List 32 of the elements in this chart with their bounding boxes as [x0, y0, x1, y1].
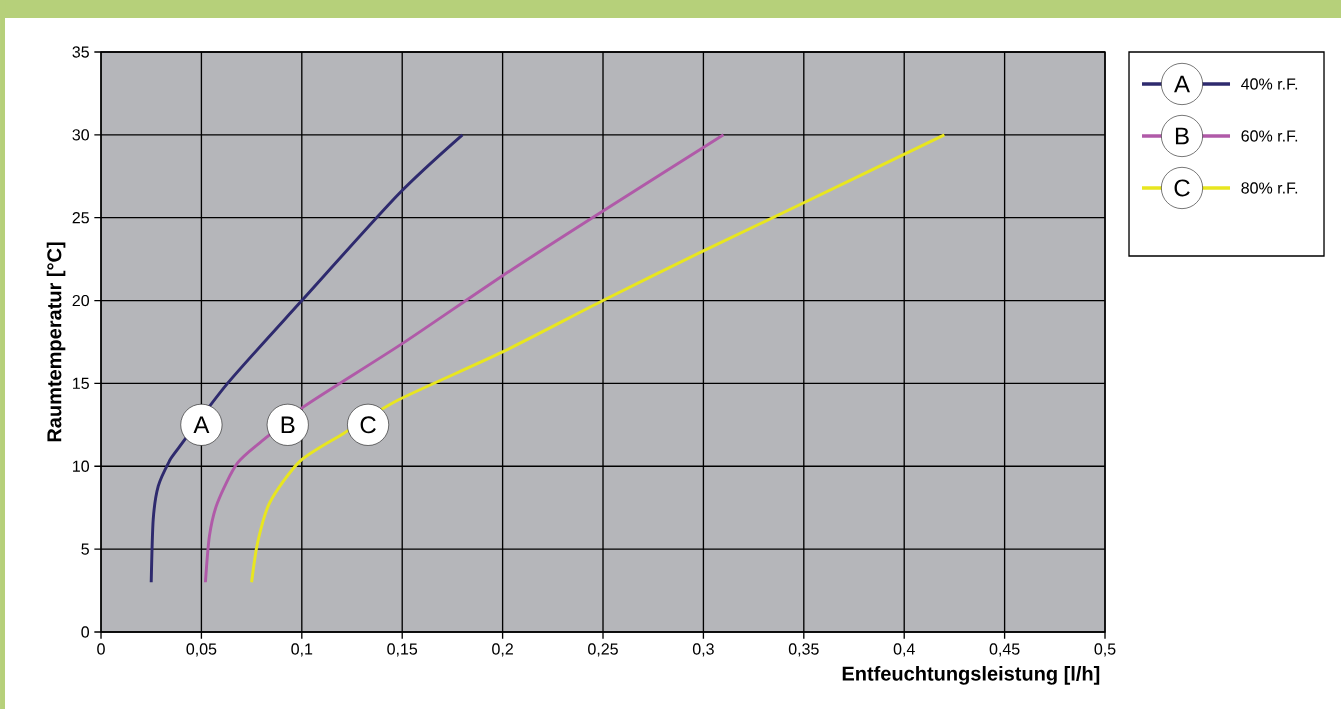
x-axis-title: Entfeuchtungsleistung [l/h] [842, 666, 1100, 685]
annotation: A [193, 416, 210, 434]
y-tick-label: 25 [72, 212, 89, 224]
text: B [1175, 127, 1189, 145]
x-tick-label: 0,5 [1094, 643, 1116, 657]
x-tick-label: 0,35 [788, 643, 819, 657]
y-tick-label: 5 [81, 543, 89, 555]
text: 60% r.F. [1241, 130, 1298, 142]
x-tick-label: 0,25 [588, 643, 618, 657]
x-tick-label: 0,3 [692, 643, 714, 657]
x-tick-label: 0,05 [186, 643, 217, 657]
line-series [149, 133, 464, 584]
annotation: C [360, 416, 376, 434]
y-tick-label: 30 [72, 129, 90, 141]
x-tick-label: 0,1 [291, 643, 313, 657]
y-tick-label: 15 [73, 377, 89, 389]
text: C [1174, 179, 1190, 197]
y-tick-label: 10 [73, 460, 90, 472]
x-tick-label: 0 [97, 643, 105, 655]
text: 40% r.F. [1241, 78, 1298, 90]
y-tick-label: 0 [81, 626, 90, 638]
y-tick-label: 35 [72, 46, 89, 58]
line-series [250, 133, 946, 584]
x-tick-label: 0,45 [989, 643, 1020, 657]
x-tick-label: 0,15 [387, 643, 418, 657]
y-tick-label: 20 [72, 294, 90, 307]
x-tick-label: 0,4 [893, 643, 915, 657]
annotation: B [281, 416, 295, 434]
y-axis-title: Raumtemperatur [°C] [46, 242, 66, 442]
text: A [1174, 75, 1190, 93]
text: 80% r.F. [1241, 182, 1298, 194]
x-tick-label: 0,2 [492, 643, 513, 657]
